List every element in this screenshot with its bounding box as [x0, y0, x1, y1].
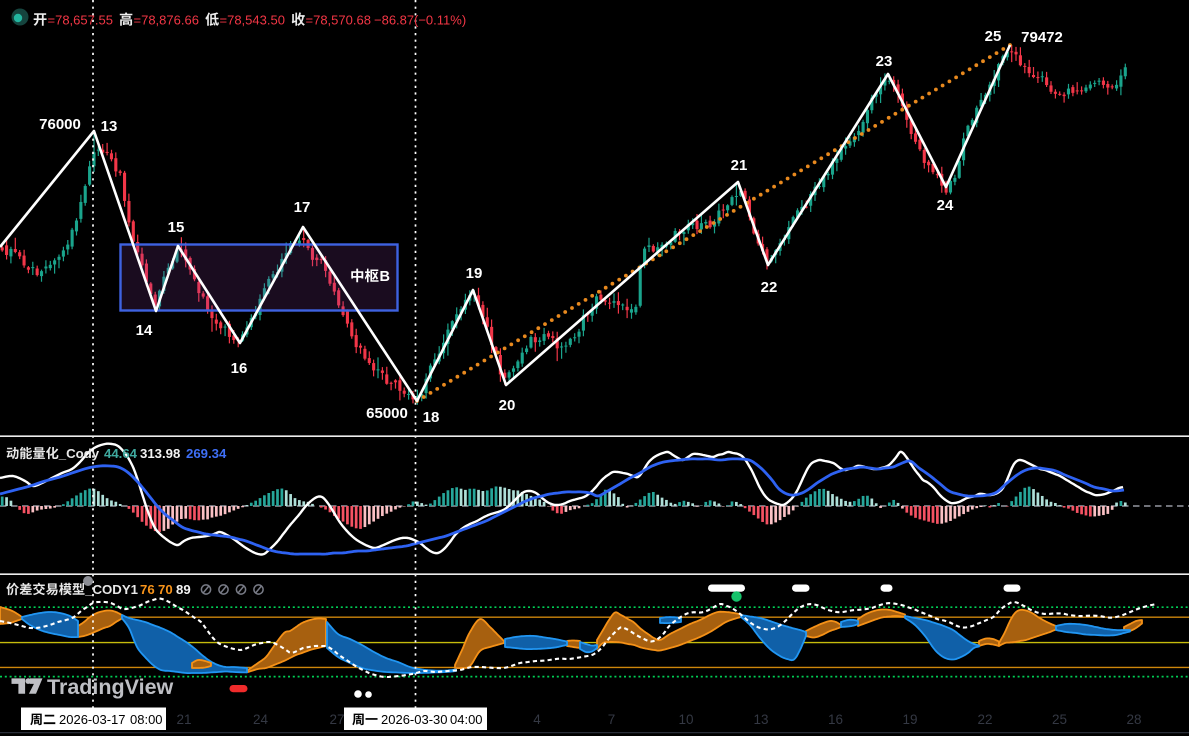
- svg-text:28: 28: [1126, 712, 1141, 727]
- svg-text:269.34: 269.34: [186, 446, 227, 461]
- svg-text:=78,876.66: =78,876.66: [134, 13, 199, 28]
- svg-text:=78,543.50: =78,543.50: [220, 13, 285, 28]
- svg-text:21: 21: [176, 712, 191, 727]
- svg-text:20: 20: [499, 397, 516, 414]
- svg-text:16: 16: [231, 360, 248, 377]
- svg-text:25: 25: [1052, 712, 1067, 727]
- svg-text:70: 70: [158, 582, 173, 597]
- svg-text:15: 15: [168, 219, 185, 236]
- svg-text:27: 27: [329, 712, 344, 727]
- svg-text:=78,657.55: =78,657.55: [48, 13, 113, 28]
- svg-text:04:00: 04:00: [450, 712, 483, 727]
- svg-text:79472: 79472: [1021, 29, 1063, 46]
- svg-text:−86.87: −86.87: [374, 13, 414, 28]
- svg-text:23: 23: [876, 53, 893, 70]
- svg-text:2026-03-17: 2026-03-17: [59, 712, 126, 727]
- svg-text:13: 13: [753, 712, 768, 727]
- svg-text:4: 4: [533, 712, 541, 727]
- svg-text:19: 19: [466, 265, 483, 282]
- svg-text:22: 22: [761, 279, 778, 296]
- svg-text:22: 22: [977, 712, 992, 727]
- svg-text:08:00: 08:00: [130, 712, 163, 727]
- svg-text:76: 76: [140, 582, 155, 597]
- svg-text:2026-03-30: 2026-03-30: [381, 712, 448, 727]
- svg-text:_CODY1: _CODY1: [84, 582, 138, 597]
- svg-text:44.64: 44.64: [104, 446, 138, 461]
- svg-text:B: B: [380, 269, 390, 285]
- svg-text:7: 7: [608, 712, 616, 727]
- svg-text:_Cody: _Cody: [58, 446, 100, 461]
- svg-text:21: 21: [731, 157, 748, 174]
- svg-text:89: 89: [176, 582, 191, 597]
- svg-text:13: 13: [101, 118, 118, 135]
- svg-text:14: 14: [136, 322, 153, 339]
- svg-text:10: 10: [678, 712, 693, 727]
- svg-text:TradingView: TradingView: [47, 675, 174, 699]
- svg-text:76000: 76000: [39, 116, 81, 133]
- svg-text:=78,570.68: =78,570.68: [306, 13, 371, 28]
- svg-text:65000: 65000: [366, 405, 408, 422]
- svg-text:18: 18: [423, 409, 440, 426]
- svg-text:24: 24: [253, 712, 269, 727]
- svg-text:19: 19: [902, 712, 917, 727]
- svg-text:25: 25: [985, 28, 1002, 45]
- svg-text:16: 16: [828, 712, 843, 727]
- svg-text:17: 17: [294, 199, 311, 216]
- svg-text:313.98: 313.98: [140, 446, 180, 461]
- svg-text:(−0.11%): (−0.11%): [414, 13, 466, 28]
- svg-text:24: 24: [937, 197, 954, 214]
